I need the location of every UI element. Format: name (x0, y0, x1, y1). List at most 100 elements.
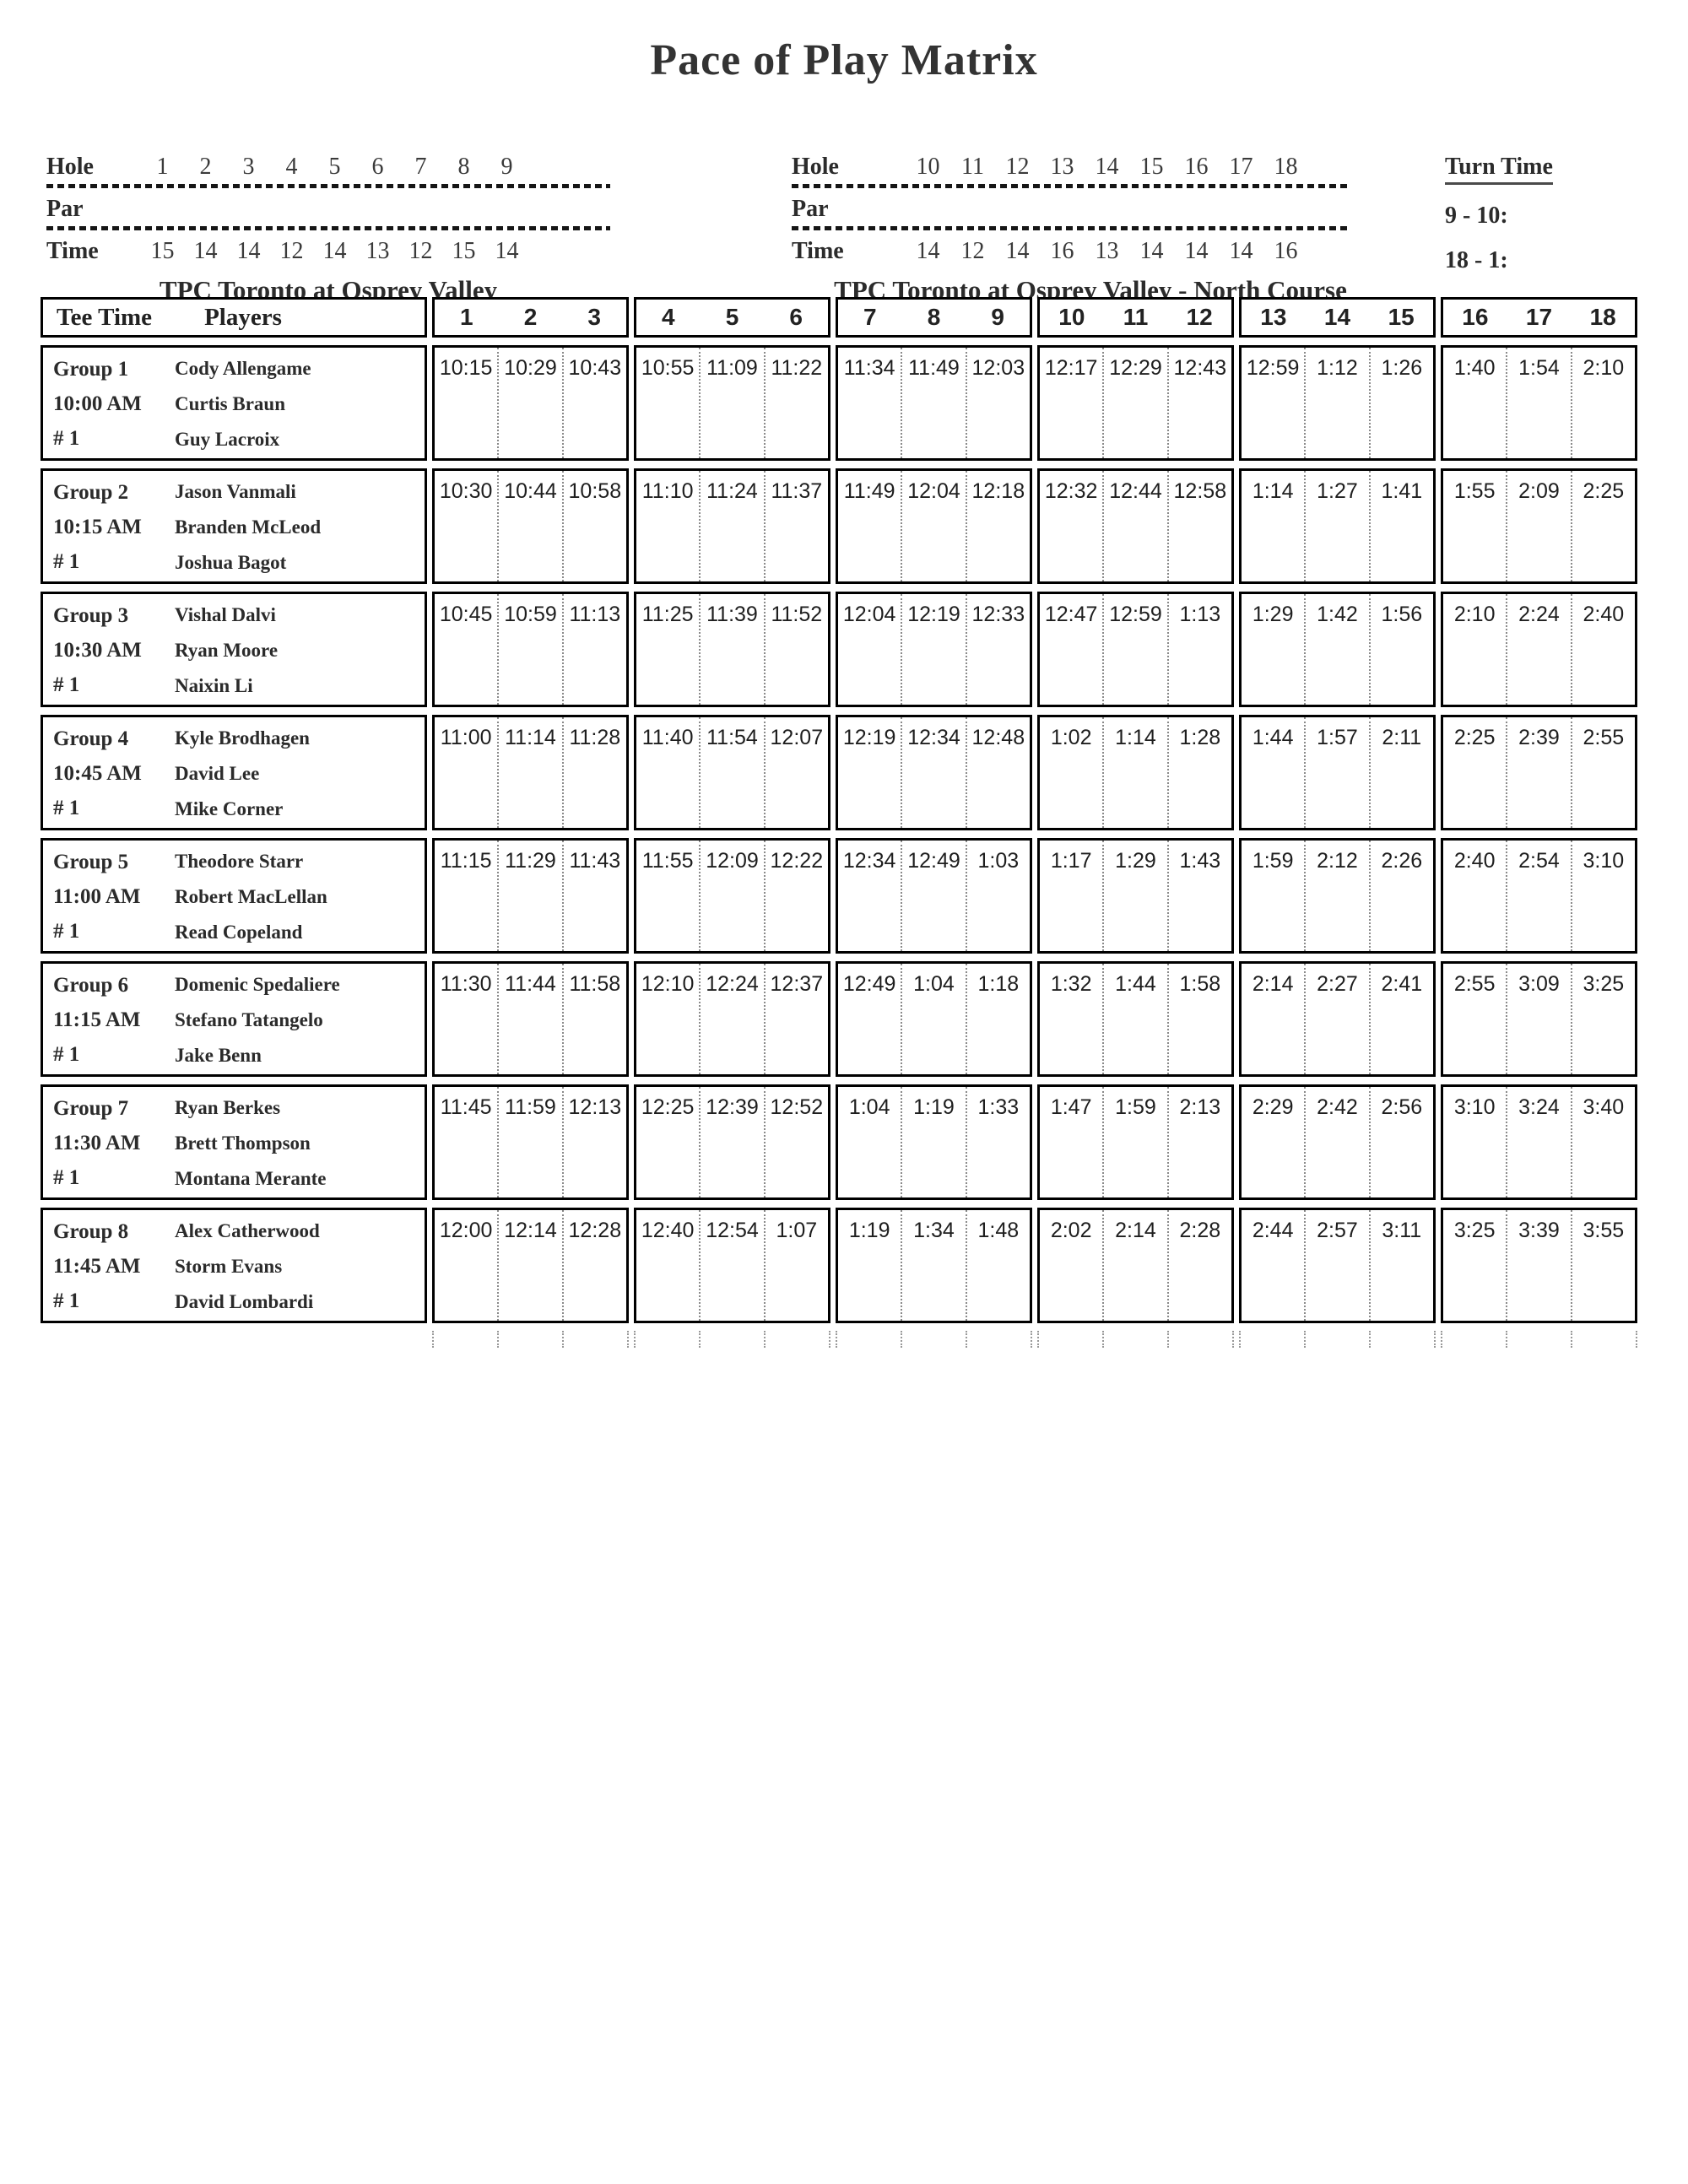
pace-time-cell: 11:29 (497, 841, 561, 951)
hole-time-minutes: 14 (1139, 238, 1164, 264)
time-block: 3:25 3:39 3:55 (1441, 1208, 1637, 1323)
time-block: 2:44 2:57 3:11 (1239, 1208, 1436, 1323)
pace-time-cell: 1:44 (1102, 964, 1166, 1074)
hole-time-minutes: 16 (1050, 238, 1074, 264)
pace-time-cell: 11:44 (497, 964, 561, 1074)
pace-time-cell: 12:44 (1102, 471, 1166, 581)
group-info-cell: Group 8 11:45 AM # 1 Alex Catherwood Storm E… (41, 1208, 427, 1323)
hole-number: 10 (916, 154, 940, 180)
pace-time-cell: 2:09 (1506, 471, 1570, 581)
hole-header-number: 15 (1388, 304, 1415, 330)
time-block: 12:00 12:14 12:28 (432, 1208, 629, 1323)
pace-time-cell: 3:24 (1506, 1087, 1570, 1197)
group-tee-time: 10:30 AM (53, 639, 142, 662)
time-block: 11:25 11:39 11:52 (634, 592, 830, 707)
time-block: 12:40 12:54 1:07 (634, 1208, 830, 1323)
pace-time-cell: 12:13 (561, 1087, 626, 1197)
player-name: Stefano Tatangelo (175, 1009, 323, 1030)
pace-time-cell: 11:40 (641, 726, 694, 749)
pace-time-cell: 1:19 (901, 1087, 965, 1197)
hole-time-minutes: 14 (322, 238, 347, 264)
matrix-body: Group 1 10:00 AM # 1 Cody Allengame Curtis B… (41, 345, 1637, 1323)
fringe-line (1241, 1331, 1304, 1348)
pace-time-cell: 1:57 (1304, 717, 1368, 828)
hole-number: 2 (199, 154, 212, 180)
hole-header-number: 13 (1260, 304, 1287, 330)
pace-time-cell: 12:04 (842, 603, 896, 626)
fringe-line (1506, 1331, 1571, 1348)
time-block: 1:32 1:44 1:58 (1037, 961, 1234, 1077)
pace-time-cell: 1:29 (1102, 841, 1166, 951)
time-block: 10:45 10:59 11:13 (432, 592, 629, 707)
player-name: Mike Corner (175, 798, 284, 819)
group-row: Group 3 10:30 AM # 1 Vishal Dalvi Ryan Moore… (41, 592, 1637, 707)
pace-time-cell: 1:59 (1102, 1087, 1166, 1197)
pace-time-cell: 1:04 (901, 964, 965, 1074)
pace-time-cell: 3:10 (1570, 841, 1635, 951)
fringe-line (434, 1331, 497, 1348)
fringe-line (966, 1331, 1031, 1348)
pace-time-cell: 1:02 (1050, 726, 1092, 749)
hole-time-minutes: 12 (408, 238, 433, 264)
fringe-block (836, 1331, 1032, 1348)
pace-time-cell: 2:57 (1304, 1210, 1368, 1321)
pace-time-cell: 12:58 (1166, 471, 1231, 581)
pace-time-cell: 12:07 (763, 717, 828, 828)
pace-time-cell: 12:49 (842, 972, 896, 996)
time-block: 10:30 10:44 10:58 (432, 468, 629, 584)
group-meta: Group 4 10:45 AM # 1 (53, 727, 175, 828)
time-block: 11:49 12:04 12:18 (836, 468, 1032, 584)
pace-time-cell: 1:34 (901, 1210, 965, 1321)
group-players: Jason Vanmali Branden McLeod Joshua Bagot (175, 481, 321, 581)
group-row: Group 4 10:45 AM # 1 Kyle Brodhagen David Le… (41, 715, 1637, 830)
pace-time-cell: 11:22 (763, 348, 828, 458)
time-block: 12:10 12:24 12:37 (634, 961, 830, 1077)
pace-time-cell: 10:58 (561, 471, 626, 581)
group-row: Group 5 11:00 AM # 1 Theodore Starr Robert M… (41, 838, 1637, 954)
hole-number: 6 (371, 154, 384, 180)
hole-header-number: 17 (1525, 304, 1553, 330)
pace-time-cell: 1:55 (1453, 479, 1496, 503)
turn-time-entry-front: 9 - 10: (1445, 203, 1508, 229)
group-row: Group 2 10:15 AM # 1 Jason Vanmali Branden M… (41, 468, 1637, 584)
pace-time-cell: 2:55 (1570, 717, 1635, 828)
group-tee-time: 10:45 AM (53, 762, 142, 785)
dashed-divider (46, 226, 610, 230)
pace-time-cell: 2:42 (1304, 1087, 1368, 1197)
pace-time-cell: 1:42 (1304, 594, 1368, 705)
time-block: 2:14 2:27 2:41 (1239, 961, 1436, 1077)
hole-header-number: 7 (863, 304, 877, 330)
pace-time-cell: 12:54 (699, 1210, 763, 1321)
pace-time-cell: 2:40 (1570, 594, 1635, 705)
hole-number: 1 (156, 154, 169, 180)
par-label: Par (792, 196, 829, 222)
front-time-values: 15 14 14 12 14 13 12 15 14 (141, 238, 528, 265)
fringe-line (1442, 1331, 1506, 1348)
group-tee-time: 11:30 AM (53, 1132, 141, 1154)
hole-time-minutes: 12 (960, 238, 985, 264)
pace-time-cell: 1:28 (1166, 717, 1231, 828)
hole-time-minutes: 14 (916, 238, 940, 264)
pace-time-cell: 1:14 (1252, 479, 1294, 503)
pace-time-cell: 2:55 (1453, 972, 1496, 996)
group-tee-time: 11:15 AM (53, 1008, 141, 1031)
pace-time-cell: 1:47 (1050, 1095, 1092, 1119)
pace-time-cell: 12:39 (699, 1087, 763, 1197)
pace-time-cell: 1:59 (1252, 849, 1294, 873)
pace-time-cell: 1:44 (1252, 726, 1294, 749)
fringe-line (1102, 1331, 1167, 1348)
pace-time-cell: 11:58 (561, 964, 626, 1074)
hole-header-block: 7 8 9 (836, 297, 1032, 338)
group-start-hole: # 1 (53, 797, 80, 819)
pace-time-cell: 12:32 (1044, 479, 1098, 503)
pace-time-cell: 1:43 (1166, 841, 1231, 951)
hole-header-block: 13 14 15 (1239, 297, 1436, 338)
pace-time-cell: 1:40 (1453, 356, 1496, 380)
pace-time-cell: 1:26 (1368, 348, 1433, 458)
pace-time-cell: 1:19 (848, 1219, 890, 1242)
hole-number: 4 (285, 154, 298, 180)
pace-time-cell: 12:43 (1166, 348, 1231, 458)
time-block: 12:49 1:04 1:18 (836, 961, 1032, 1077)
